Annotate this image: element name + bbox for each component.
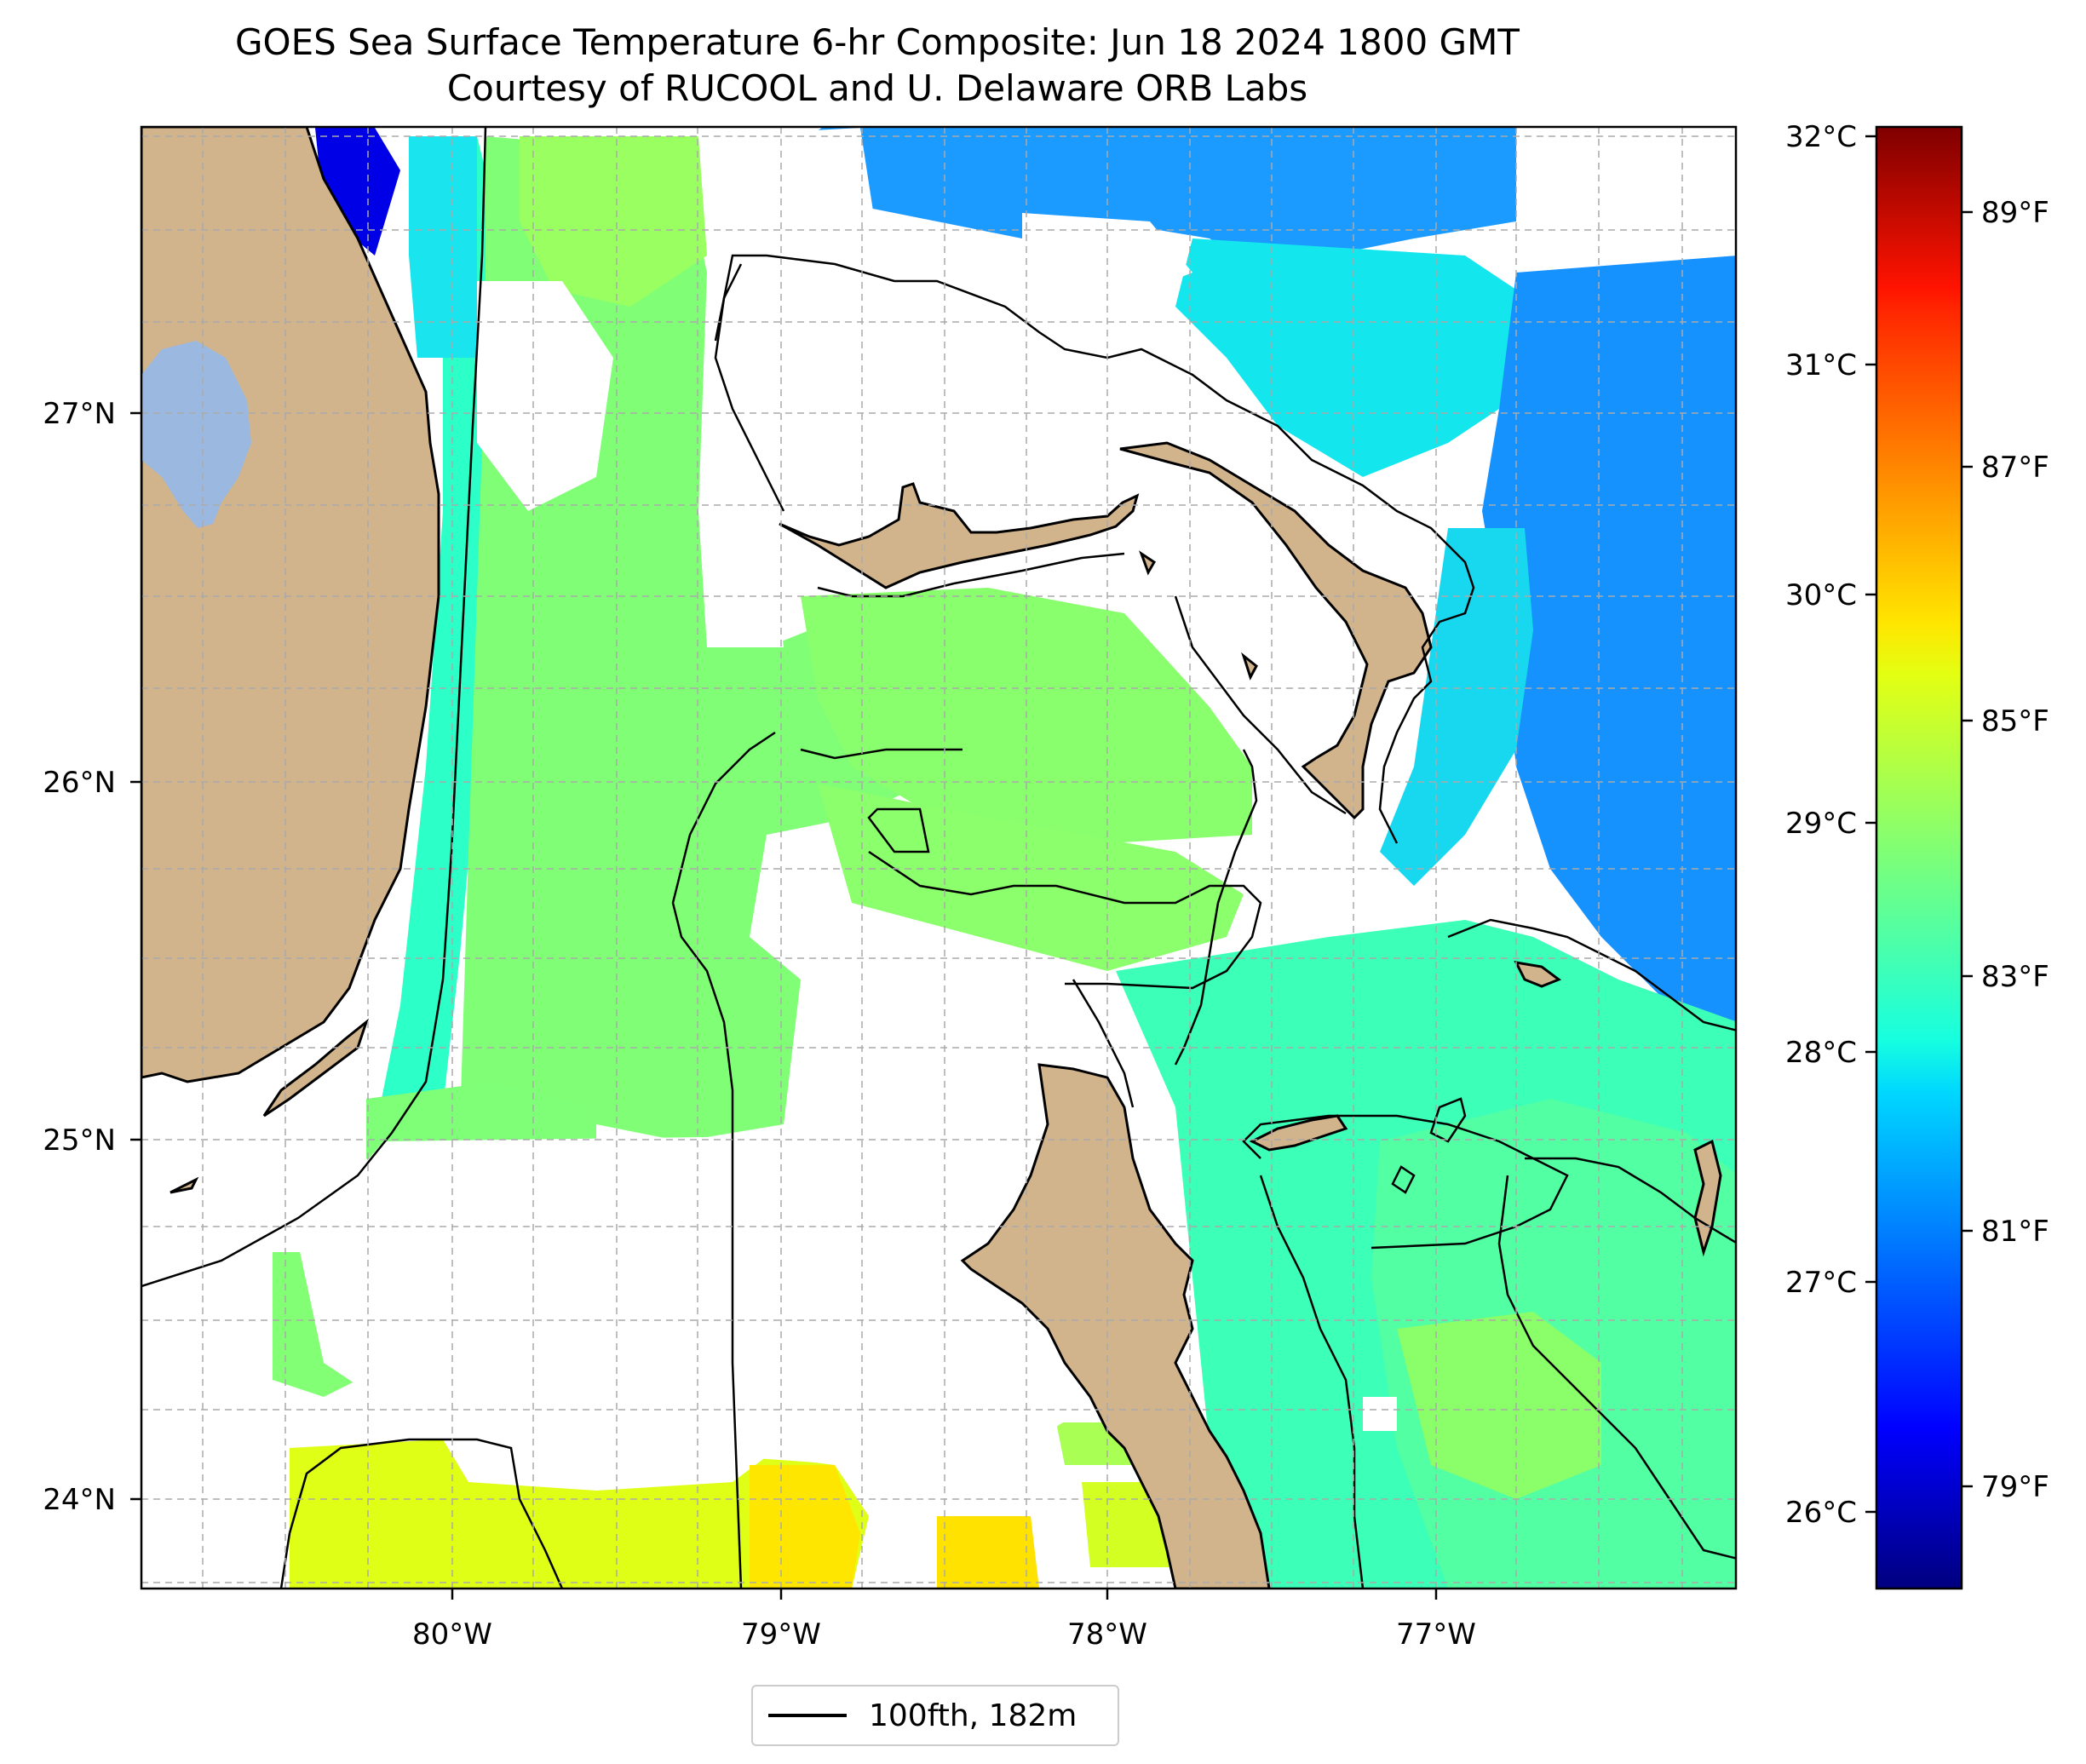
gridlines bbox=[141, 127, 1736, 1589]
legend: 100fth, 182m bbox=[751, 1685, 1119, 1746]
map-title: GOES Sea Surface Temperature 6-hr Compos… bbox=[235, 21, 1520, 63]
lon-label: 77°W bbox=[1396, 1617, 1476, 1652]
celsius-label: 31°C bbox=[1785, 348, 1857, 382]
celsius-label: 32°C bbox=[1785, 120, 1857, 154]
grand-bahama-island bbox=[779, 482, 1140, 589]
celsius-label: 26°C bbox=[1785, 1496, 1857, 1530]
celsius-label: 27°C bbox=[1785, 1266, 1857, 1300]
fahrenheit-label: 87°F bbox=[1981, 451, 2049, 485]
legend-line-swatch bbox=[768, 1714, 847, 1717]
fahrenheit-label: 85°F bbox=[1981, 704, 2049, 738]
fahrenheit-label: 89°F bbox=[1981, 196, 2049, 230]
fahrenheit-label: 81°F bbox=[1981, 1215, 2049, 1249]
axis-ticks bbox=[130, 411, 1438, 1600]
lon-label: 78°W bbox=[1067, 1617, 1147, 1652]
celsius-label: 30°C bbox=[1785, 578, 1857, 612]
lat-label: 24°N bbox=[43, 1483, 116, 1517]
map-frame bbox=[140, 125, 1738, 1590]
lake-okeechobee bbox=[141, 341, 251, 528]
map-subtitle: Courtesy of RUCOOL and U. Delaware ORB L… bbox=[446, 67, 1308, 109]
sst-map-area bbox=[141, 127, 1736, 1589]
fahrenheit-label: 83°F bbox=[1981, 960, 2049, 994]
colorbar bbox=[1875, 125, 1963, 1590]
celsius-label: 28°C bbox=[1785, 1036, 1857, 1070]
lat-label: 25°N bbox=[43, 1123, 116, 1158]
lat-label: 27°N bbox=[43, 397, 116, 431]
celsius-label: 29°C bbox=[1785, 807, 1857, 841]
legend-label: 100fth, 182m bbox=[869, 1698, 1077, 1733]
lon-label: 80°W bbox=[412, 1617, 492, 1652]
eleuthera-island bbox=[1249, 1114, 1348, 1152]
colorbar-ticks bbox=[1865, 135, 1973, 1514]
isobath-100fth bbox=[141, 127, 1736, 1589]
lon-label: 79°W bbox=[741, 1617, 821, 1652]
andros-island bbox=[960, 1063, 1271, 1589]
lat-label: 26°N bbox=[43, 766, 116, 800]
fahrenheit-label: 79°F bbox=[1981, 1470, 2049, 1504]
